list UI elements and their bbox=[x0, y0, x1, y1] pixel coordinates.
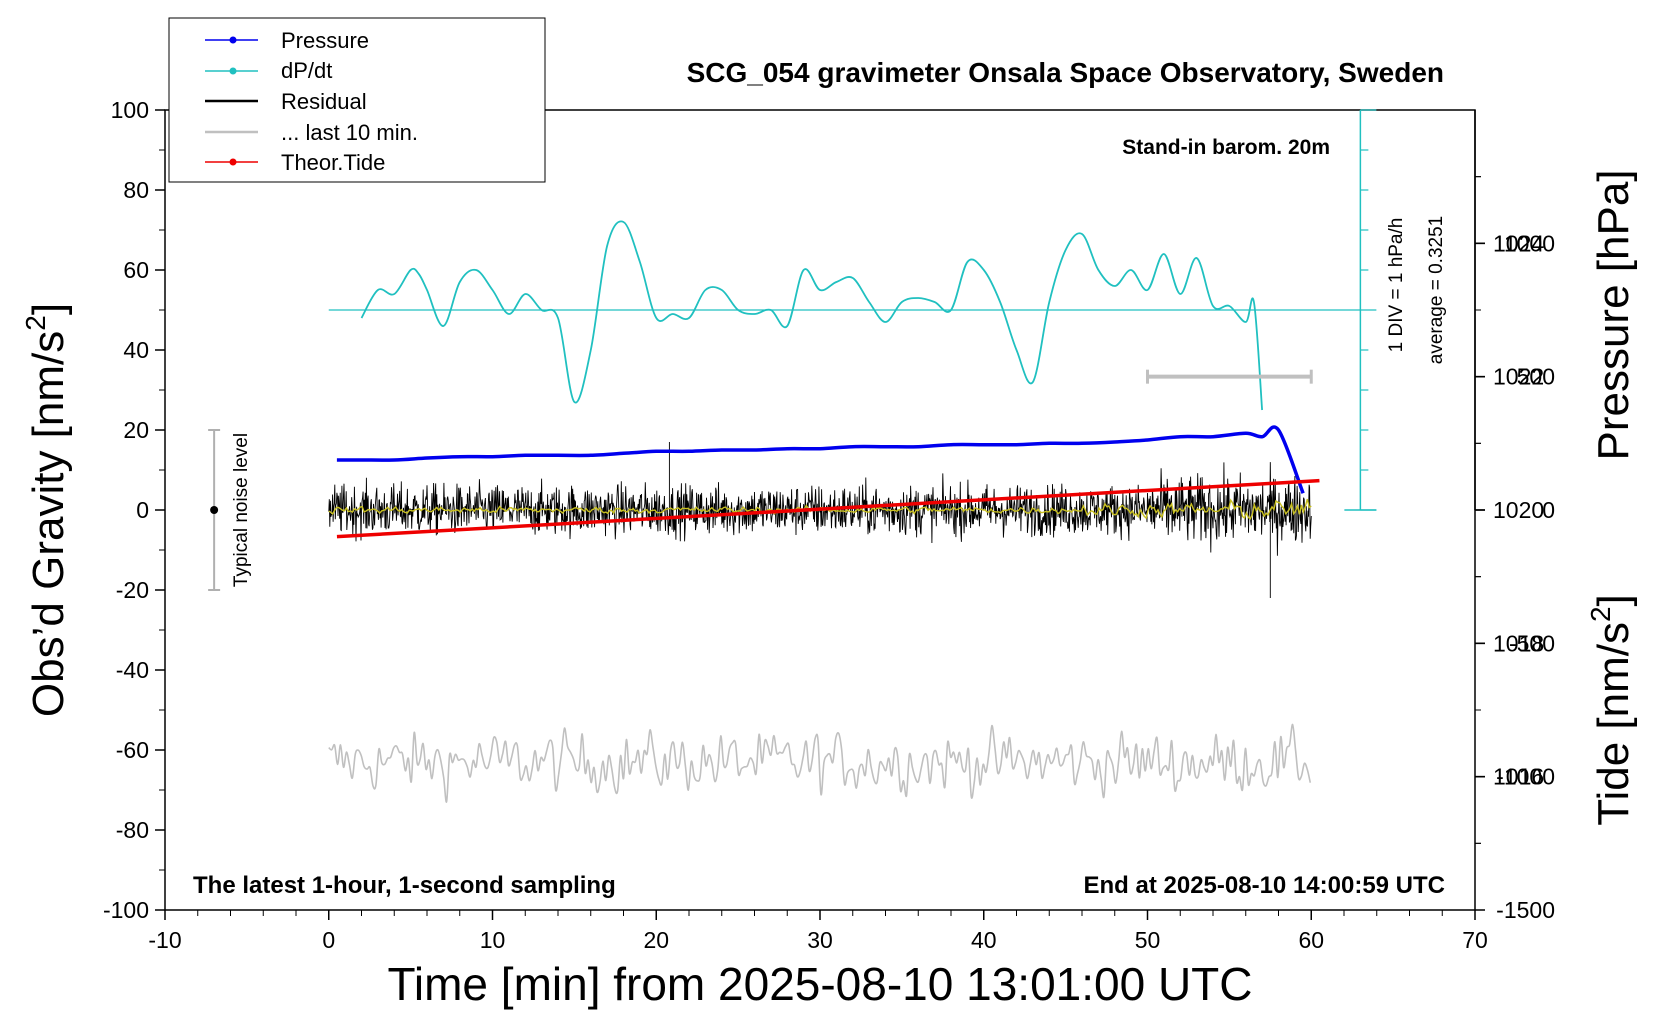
y-left-tick-label: -20 bbox=[116, 577, 149, 603]
last10-series-line bbox=[328, 723, 1312, 803]
x-tick-label: 50 bbox=[1135, 927, 1161, 953]
y-left-tick-label: 60 bbox=[123, 257, 149, 283]
div-scale-annotation: 1 DIV = 1 hPa/h bbox=[1386, 218, 1407, 353]
legend-label-tide: Theor.Tide bbox=[281, 150, 385, 175]
legend-marker-dpdt bbox=[229, 67, 237, 75]
noise-level-label: Typical noise level bbox=[231, 433, 252, 587]
x-tick-label: 40 bbox=[971, 927, 997, 953]
y-left-tick-label: -80 bbox=[116, 817, 149, 843]
noise-bar-center bbox=[210, 506, 219, 514]
y-axis-label-tide: Tide [nm/s2] bbox=[1585, 594, 1638, 826]
pressure-series-line bbox=[336, 425, 1305, 494]
y-axis-label-left: Obs’d Gravity [nm/s2] bbox=[20, 303, 73, 717]
barometer-annotation: Stand-in barom. 20m bbox=[1122, 136, 1330, 159]
pressure-tick-label: 1020 bbox=[1493, 497, 1544, 523]
x-tick-label: 70 bbox=[1462, 927, 1488, 953]
y-left-tick-label: 40 bbox=[123, 337, 149, 363]
y-axis-label-tide-sup: 2 bbox=[1585, 606, 1616, 622]
bottom-left-annotation: The latest 1-hour, 1-second sampling bbox=[193, 872, 616, 899]
tide-tick-label: -1000 bbox=[1496, 764, 1555, 790]
dpdt-series-line bbox=[360, 220, 1263, 411]
x-tick-label: 0 bbox=[322, 927, 335, 953]
y-axis-label-left-sup: 2 bbox=[20, 315, 51, 331]
y-left-tick-label: -100 bbox=[103, 897, 149, 923]
y-left-tick-label: -60 bbox=[116, 737, 149, 763]
y-left-tick-label: 100 bbox=[111, 97, 149, 123]
tide-series-line bbox=[336, 478, 1320, 539]
tide-tick-label: 500 bbox=[1517, 364, 1555, 390]
legend-label-last10: ... last 10 min. bbox=[281, 120, 418, 145]
y-left-tick-label: 80 bbox=[123, 177, 149, 203]
legend-marker-pressure bbox=[229, 36, 237, 44]
y-left-tick-label: 20 bbox=[123, 417, 149, 443]
legend-label-pressure: Pressure bbox=[281, 28, 369, 53]
y-axis-label-tide-main: Tide [nm/s bbox=[1589, 622, 1638, 826]
x-axis-label: Time [min] from 2025-08-10 13:01:00 UTC bbox=[388, 958, 1253, 1010]
x-tick-label: 20 bbox=[643, 927, 669, 953]
series-layer bbox=[328, 220, 1361, 803]
pressure-tick-label: 1018 bbox=[1493, 630, 1544, 656]
marks-layer bbox=[208, 109, 1377, 591]
y-left-tick-label: -40 bbox=[116, 657, 149, 683]
tide-tick-label: 1000 bbox=[1504, 230, 1555, 256]
axis-ticks: -10 0 10 20 30 40 50 60 70100806040200-20-40-60-… bbox=[103, 97, 1555, 953]
x-tick-label: 60 bbox=[1298, 927, 1324, 953]
tide-tick-label: -500 bbox=[1509, 630, 1555, 656]
y-axis-label-left-end: ] bbox=[24, 303, 73, 315]
average-annotation: average = 0.3251 bbox=[1426, 216, 1447, 364]
legend: Pressure dP/dt Residual ... last 10 min.… bbox=[168, 17, 546, 183]
legend-label-dpdt: dP/dt bbox=[281, 58, 332, 83]
pressure-tick-label: 1022 bbox=[1493, 364, 1544, 390]
tide-tick-label: -1500 bbox=[1496, 897, 1555, 923]
x-tick-label: -10 bbox=[148, 927, 181, 953]
bottom-right-annotation: End at 2025-08-10 14:00:59 UTC bbox=[1084, 872, 1446, 899]
legend-label-residual: Residual bbox=[281, 89, 367, 114]
x-tick-label: 10 bbox=[480, 927, 506, 953]
residual-series-line bbox=[328, 442, 1312, 598]
legend-marker-tide bbox=[229, 158, 237, 166]
y-left-tick-label: 0 bbox=[136, 497, 149, 523]
y-axis-label-tide-end: ] bbox=[1589, 594, 1638, 606]
chart-title: SCG_054 gravimeter Onsala Space Observat… bbox=[687, 57, 1444, 88]
tide-tick-label: 0 bbox=[1542, 497, 1555, 523]
pressure-tick-label: 1016 bbox=[1493, 764, 1544, 790]
y-axis-label-pressure: Pressure [hPa] bbox=[1589, 169, 1638, 460]
x-tick-label: 30 bbox=[807, 927, 833, 953]
pressure-tick-label: 1024 bbox=[1493, 230, 1544, 256]
y-axis-label-left-main: Obs’d Gravity [nm/s bbox=[24, 331, 73, 717]
